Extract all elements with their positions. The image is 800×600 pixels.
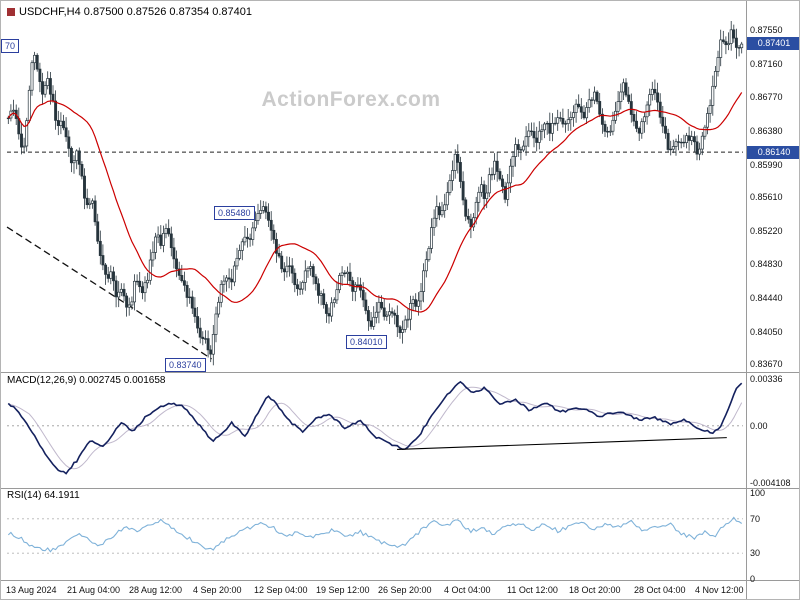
watermark: ActionForex.com bbox=[261, 88, 441, 111]
macd-indicator-label: MACD(12,26,9) 0.002745 0.001658 bbox=[7, 375, 166, 386]
rsi-indicator-label: RSI(14) 64.1911 bbox=[7, 490, 80, 501]
symbol-icon bbox=[7, 8, 15, 16]
symbol-ohlc-text: USDCHF,H4 0.87500 0.87526 0.87354 0.8740… bbox=[19, 6, 253, 18]
chart-title-bar: USDCHF,H4 0.87500 0.87526 0.87354 0.8740… bbox=[7, 6, 252, 18]
